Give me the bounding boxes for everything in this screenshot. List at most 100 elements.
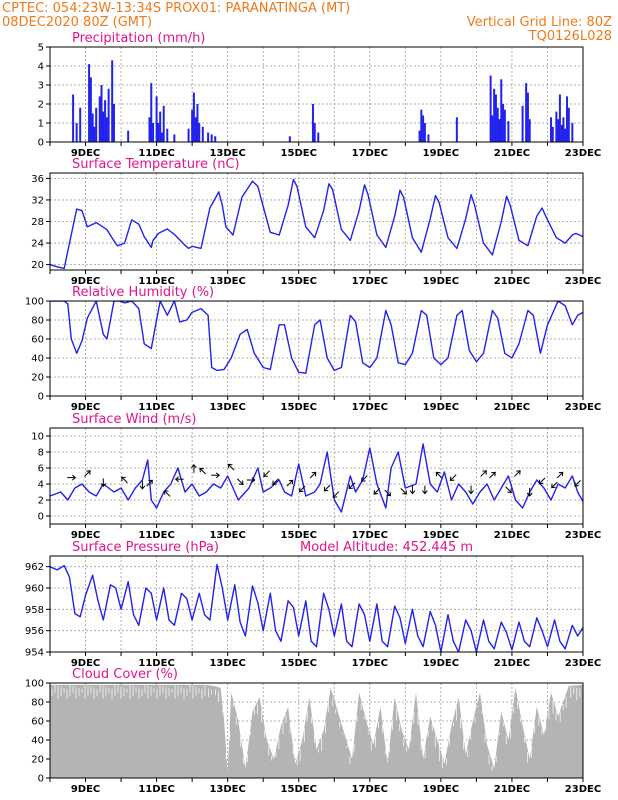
wind-ytick-label: 2 (38, 496, 44, 507)
wind-frame (49, 427, 584, 525)
precip-bar (187, 128, 190, 142)
temp-data (50, 178, 583, 270)
rh-xtick-label: 23DEC (565, 402, 601, 413)
precip-bar (420, 109, 423, 142)
precip-bar (502, 104, 505, 142)
precip-bar (127, 130, 130, 142)
wind-xtick-label: 15DEC (281, 530, 317, 541)
cloud-title: Cloud Cover (%) (72, 667, 178, 682)
precip-bar (455, 117, 458, 142)
wind-arrow (361, 475, 368, 482)
precip-bar (192, 92, 195, 142)
cloud-xtick-label: 15DEC (281, 784, 317, 795)
precip-bar (560, 124, 563, 142)
wind-xtick-label: 9DEC (71, 530, 100, 541)
pres-xtick-label: 15DEC (281, 658, 317, 669)
wind-arrow (400, 488, 407, 495)
cloud-ytick-label: 40 (31, 736, 44, 747)
cloud-ytick-label: 0 (38, 774, 44, 785)
wind-arrow (505, 486, 512, 493)
wind-arrow (384, 489, 391, 497)
header-location: CPTEC: 054:23W-13:34S PROX01: PARANATING… (2, 1, 350, 16)
wind-panel: Surface Wind (m/s) 0 2 4 6 8 10 9DEC 11DEC 13DEC 1… (31, 412, 601, 541)
temp-title: Surface Temperature (nC) (72, 157, 240, 172)
wind-arrow (246, 477, 256, 483)
precip-bar (104, 100, 107, 142)
wind-arrow (538, 477, 546, 485)
header-model: TQ0126L028 (528, 29, 612, 44)
rh-data (50, 301, 583, 374)
precip-bar (557, 119, 560, 142)
precip-bar (210, 134, 213, 142)
precip-ytick-label: 5 (38, 43, 44, 54)
precip-bar (528, 119, 531, 142)
precip-bar (201, 126, 204, 142)
wind-xtick-label: 19DEC (423, 530, 459, 541)
cloud-xtick-label: 23DEC (565, 784, 601, 795)
pres-xtick-label: 17DEC (352, 658, 388, 669)
wind-arrow (211, 472, 221, 479)
pres-panel: Surface Pressure (hPa) Model Altitude: 45… (25, 540, 601, 669)
wind-arrow (191, 464, 197, 473)
precip-bar (157, 123, 160, 142)
rh-panel: Relative Humidity (%) 0 20 40 60 80 100 9DEC 11D… (25, 285, 601, 413)
wind-arrow (84, 470, 91, 477)
wind-xtick-label: 17DEC (352, 530, 388, 541)
precip-bar (526, 92, 529, 142)
precip-data (72, 60, 574, 142)
temp-xtick-label: 13DEC (209, 276, 245, 287)
rh-frame (49, 300, 584, 397)
cloud-xtick-label: 9DEC (71, 784, 100, 795)
wind-arrow (373, 488, 381, 495)
cloud-xtick-label: 19DEC (423, 784, 459, 795)
wind-arrow (236, 478, 244, 485)
wind-arrow (574, 480, 581, 487)
precip-ytick-label: 0 (38, 138, 44, 149)
wind-arrow (272, 478, 279, 485)
temp-xtick-label: 21DEC (494, 276, 530, 287)
pres-frame (49, 555, 584, 653)
wind-arrow (514, 470, 521, 477)
precip-bar (152, 123, 155, 142)
precip-bar (111, 60, 114, 142)
precip-panel: Precipitation (mm/h) 0 1 2 3 4 5 9DEC 11DEC 13DEC… (38, 31, 602, 159)
precip-bar (214, 136, 217, 142)
wind-ytick-label: 0 (38, 512, 44, 523)
header-grid-note: Vertical Grid Line: 80Z (467, 15, 612, 30)
temp-ytick-label: 32 (31, 195, 44, 206)
wind-ytick-label: 4 (38, 480, 44, 491)
temp-xtick-label: 17DEC (352, 276, 388, 287)
precip-bar (494, 94, 497, 142)
rh-ytick-label: 100 (25, 297, 44, 308)
wind-arrow (174, 476, 184, 483)
rh-ytick-label: 0 (38, 392, 44, 403)
header-date: 08DEC2020 80Z (GMT) (2, 15, 152, 30)
precip-bar (198, 123, 201, 142)
cloud-ytick-label: 20 (31, 755, 44, 766)
pres-xtick-label: 11DEC (138, 658, 174, 669)
precip-xtick-label: 15DEC (281, 148, 317, 159)
precip-bar (489, 75, 492, 142)
precip-xtick-label: 23DEC (565, 148, 601, 159)
precip-bar (491, 115, 494, 142)
precip-bar (75, 123, 78, 142)
wind-ytick-label: 10 (31, 432, 44, 443)
precip-bar (558, 94, 561, 142)
precip-bar (107, 88, 110, 142)
wind-arrow (227, 463, 235, 471)
precip-bar (98, 96, 101, 142)
wind-arrow (435, 471, 443, 479)
pres-data (50, 563, 583, 652)
wind-arrow (526, 488, 533, 497)
cloud-ytick-label: 60 (31, 717, 44, 728)
wind-arrow (421, 485, 428, 495)
wind-arrow (468, 485, 474, 495)
precip-bar (148, 117, 151, 142)
precip-bar (551, 126, 554, 142)
precip-xtick-label: 13DEC (209, 148, 245, 159)
cloud-frame (49, 682, 584, 779)
wind-arrow (139, 480, 146, 490)
precip-bar (173, 134, 176, 142)
precip-bar (503, 109, 506, 142)
cloud-xtick-label: 13DEC (209, 784, 245, 795)
